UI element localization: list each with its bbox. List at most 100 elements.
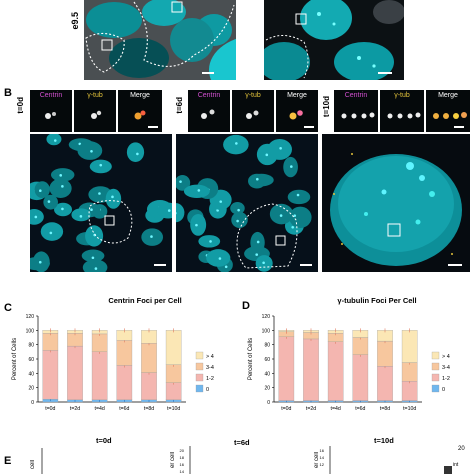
- legend-label: 3-4: [206, 365, 214, 371]
- x-tick-label: t=4d: [95, 406, 105, 412]
- nucleus: [40, 222, 64, 241]
- svg-text:16: 16: [180, 462, 185, 467]
- legend-swatch: [195, 384, 204, 393]
- y-tick-label: 0: [267, 400, 270, 406]
- y-tick-label: 80: [264, 343, 270, 349]
- nucleus: [71, 208, 91, 222]
- chart-d: 0 20 40 60 80 100 120 Percent of Cells t=0d t=2d t…: [248, 314, 450, 412]
- legend-swatch: [195, 351, 204, 360]
- panel-e-time-10: t=10d: [374, 436, 394, 445]
- chromocenter: [99, 163, 103, 167]
- legend-swatch: [195, 362, 204, 371]
- chromocenter: [79, 215, 83, 218]
- chromocenter: [197, 189, 201, 192]
- bar-segment-34: [401, 362, 418, 382]
- legend-swatch: [431, 384, 440, 393]
- inset-t10-centrin: Centrin: [334, 90, 378, 132]
- y-tick-label: 100: [262, 328, 271, 334]
- chromocenter: [179, 180, 182, 183]
- inset-box: [104, 215, 115, 226]
- legend-swatch: [195, 373, 204, 382]
- x-tick-label: t=8d: [144, 406, 154, 412]
- y-tick-label: 80: [28, 343, 34, 349]
- bar-segment-12: [278, 336, 295, 401]
- nucleus: [50, 168, 75, 182]
- cell-outline: [88, 200, 133, 244]
- bar-segment-34: [91, 333, 108, 352]
- chromocenter: [237, 208, 240, 212]
- panel-d-label: D: [242, 300, 250, 312]
- x-tick-label: t=0d: [45, 406, 55, 412]
- inset-title: Centrin: [39, 92, 63, 99]
- y-tick-label: 60: [264, 357, 270, 363]
- svg-text:20: 20: [180, 448, 185, 453]
- chromocenter: [216, 209, 219, 212]
- inset-t6-centrin: Centrin: [188, 90, 230, 132]
- chromocenter: [236, 219, 239, 223]
- bar-segment-12: [401, 381, 418, 401]
- panel-e-time-6: t=6d: [234, 438, 250, 447]
- x-tick-label: t=2d: [306, 406, 316, 412]
- inset-t10-gtub: γ-tub: [380, 90, 424, 132]
- chromocenter: [255, 253, 259, 256]
- chromocenter: [209, 240, 212, 243]
- nucleus: [183, 184, 210, 199]
- chromocenter: [61, 185, 64, 188]
- colorbar: [444, 466, 452, 474]
- nucleus: [49, 178, 72, 198]
- y-tick-label: 40: [264, 371, 270, 377]
- bar-segment-34: [116, 340, 133, 366]
- inset-title: γ-tub: [394, 92, 410, 99]
- chromocenter: [176, 212, 177, 215]
- nuclei-field-t10: [322, 134, 470, 272]
- nucleus: [82, 259, 108, 272]
- chromocenter: [47, 200, 51, 203]
- gtub-foci: [91, 110, 102, 119]
- chromocenter: [98, 192, 101, 195]
- chromocenter: [218, 257, 222, 260]
- nucleus: [105, 188, 122, 209]
- y-axis-label: Percent of Cells: [248, 338, 254, 380]
- legend-label: 3-4: [442, 365, 450, 371]
- nucleus: [230, 202, 245, 215]
- inset-title: Merge: [438, 92, 458, 99]
- panel-b-time-10: t=10d: [322, 96, 331, 118]
- chromocenter: [256, 177, 259, 181]
- panel-e-time-0: t=0d: [96, 436, 112, 445]
- centrin-foci: [201, 109, 215, 119]
- chromocenter: [38, 260, 42, 264]
- nucleus: [190, 213, 207, 236]
- chromocenter: [78, 142, 82, 146]
- bar-segment-12: [42, 350, 59, 400]
- inset-t0-centrin: Centrin: [30, 90, 72, 132]
- bar-segment-12: [141, 372, 157, 401]
- bar-segment-34: [377, 340, 393, 367]
- inset-t0-merge: Merge: [118, 90, 162, 132]
- chromocenter: [53, 139, 57, 142]
- svg-text:16: 16: [320, 448, 325, 453]
- chromocenter: [235, 142, 238, 145]
- centrin-foci: [341, 112, 375, 119]
- panel-b-time-6: t=6d: [175, 97, 184, 114]
- x-tick-label: t=2d: [70, 406, 80, 412]
- y-tick-label: 20: [28, 386, 34, 392]
- centrin-foci: [45, 112, 56, 119]
- legend-label: 0: [442, 387, 445, 393]
- inset-title: Merge: [130, 92, 150, 99]
- x-tick-label: t=0d: [281, 406, 291, 412]
- svg-text:14: 14: [320, 455, 325, 460]
- inset-title: γ-tub: [87, 92, 103, 99]
- bar-segment-34: [165, 364, 182, 383]
- bar-segment-12: [327, 341, 344, 401]
- chromocenter: [91, 256, 95, 260]
- panel-a-left-micrograph: [84, 0, 236, 80]
- bar-segment-12: [116, 365, 133, 401]
- bar-segment-12: [67, 345, 83, 400]
- y-tick-label: 120: [262, 314, 271, 320]
- x-tick-label: t=6d: [119, 406, 129, 412]
- svg-text:18: 18: [180, 455, 185, 460]
- inset-title: γ-tub: [245, 92, 261, 99]
- legend-label: > 4: [442, 354, 450, 360]
- panel-b-time-0: t=0d: [16, 97, 25, 114]
- nuclei-field-t0: [30, 134, 172, 272]
